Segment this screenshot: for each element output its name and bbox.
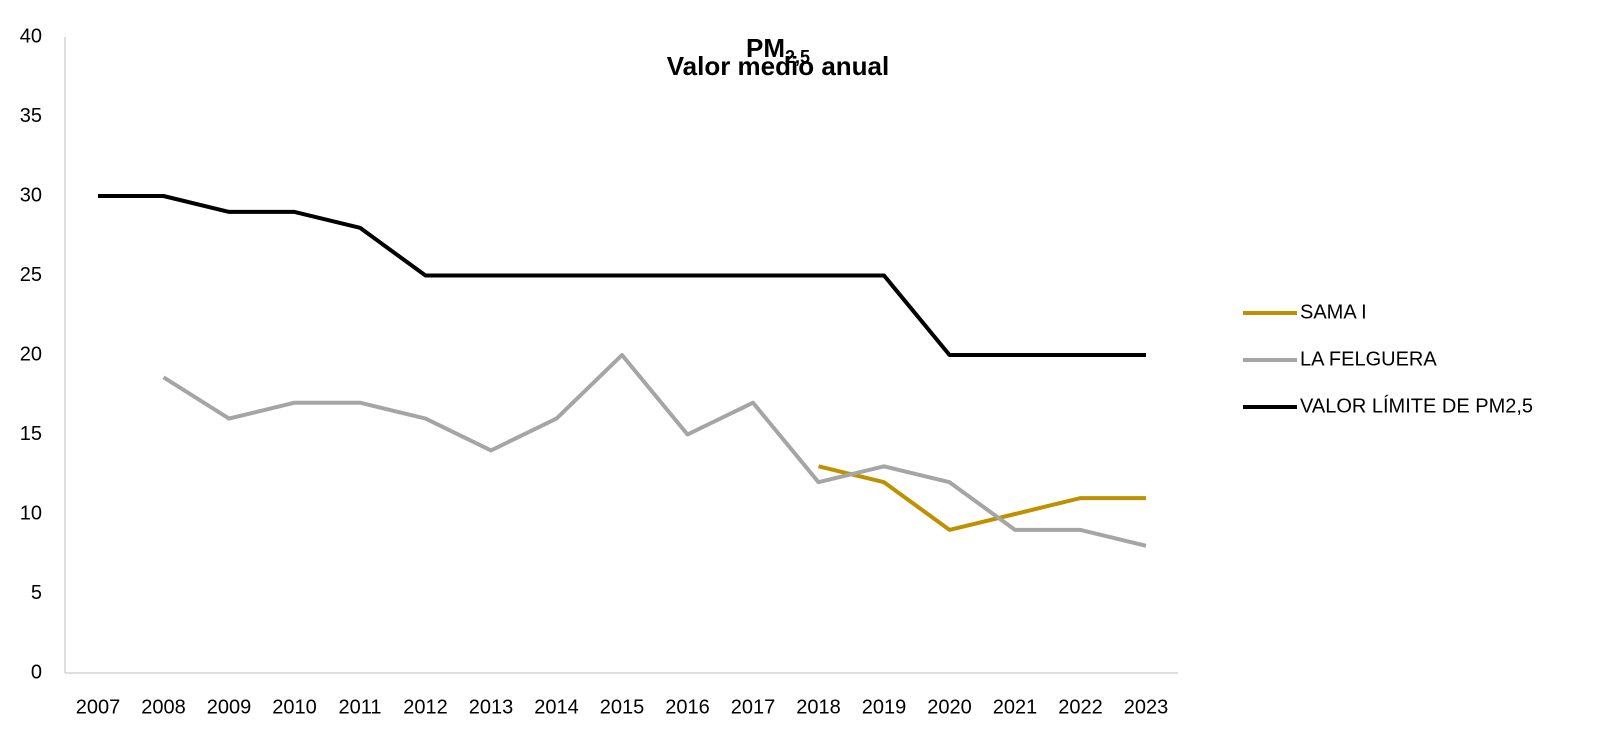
x-tick-label: 2010 — [272, 696, 317, 718]
x-tick-label: 2012 — [403, 696, 448, 718]
title-subscript: 2,5 — [785, 47, 810, 67]
series-line — [162, 353, 1147, 548]
x-tick-label: 2013 — [469, 696, 514, 718]
x-tick-label: 2011 — [338, 696, 381, 718]
y-tick-label: 10 — [20, 502, 42, 524]
x-tick-label: 2022 — [1058, 696, 1103, 718]
title-main: PM — [746, 33, 785, 63]
x-tick-label: 2014 — [534, 696, 579, 718]
x-tick-label: 2019 — [862, 696, 907, 718]
chart-title: PM2,5 — [746, 33, 810, 67]
x-tick-label: 2018 — [796, 696, 841, 718]
x-tick-label: 2020 — [927, 696, 972, 718]
y-tick-label: 5 — [31, 582, 42, 604]
x-tick-label: 2015 — [600, 696, 645, 718]
x-tick-label: 2021 — [993, 696, 1038, 718]
y-tick-label: 40 — [20, 25, 42, 47]
x-tick-label: 2016 — [665, 696, 710, 718]
legend-label: VALOR LÍMITE DE PM2,5 — [1300, 394, 1533, 417]
x-tick-label: 2023 — [1124, 696, 1169, 718]
y-tick-label: 30 — [20, 184, 42, 206]
legend-label: SAMA I — [1300, 301, 1367, 323]
series-line — [818, 464, 1146, 532]
chart-subtitle: Valor medio anual — [667, 51, 890, 81]
series-line — [98, 194, 1146, 357]
x-tick-label: 2017 — [731, 696, 776, 718]
x-tick-label: 2008 — [141, 696, 186, 718]
x-tick-label: 2009 — [207, 696, 252, 718]
y-tick-label: 35 — [20, 105, 42, 127]
y-tick-label: 20 — [20, 343, 42, 365]
y-tick-label: 15 — [20, 423, 42, 445]
x-tick-label: 2007 — [76, 696, 121, 718]
y-tick-label: 25 — [20, 264, 42, 286]
legend-label: LA FELGUERA — [1300, 348, 1437, 370]
y-tick-label: 0 — [31, 661, 42, 683]
